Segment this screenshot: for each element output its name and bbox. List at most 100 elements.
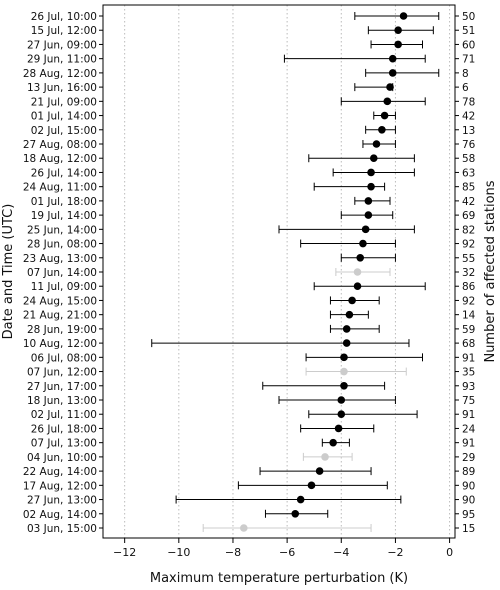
y-tick-label: 02 Aug, 14:00	[23, 509, 97, 521]
data-point	[394, 26, 402, 35]
y-tick-label: 27 Jun, 17:00	[27, 381, 97, 393]
y-tick-label: 26 Jul, 14:00	[31, 167, 97, 179]
station-count-label: 15	[462, 523, 475, 535]
data-point	[340, 381, 348, 390]
station-count-label: 89	[462, 466, 475, 478]
station-count-label: 92	[462, 239, 475, 251]
data-point	[399, 12, 408, 20]
data-point	[315, 467, 324, 475]
data-point	[359, 239, 367, 248]
data-point	[364, 211, 373, 219]
station-count-label: 82	[462, 224, 475, 236]
y-tick-label: 10 Aug, 12:00	[23, 338, 97, 350]
station-count-label: 90	[462, 495, 475, 507]
data-point	[321, 453, 329, 461]
data-point	[383, 97, 392, 106]
y-tick-label: 02 Jul, 15:00	[31, 125, 97, 137]
x-tick-label: −12	[113, 546, 136, 559]
y-tick-label: 21 Aug, 21:00	[23, 310, 97, 322]
station-count-label: 86	[462, 281, 476, 293]
data-point	[329, 438, 337, 447]
data-point	[388, 54, 397, 63]
x-tick-label: −2	[387, 546, 403, 559]
grid	[124, 5, 451, 538]
y-tick-label: 27 Jun, 13:00	[27, 495, 97, 507]
data-point	[380, 111, 389, 120]
x-axis-title: Maximum temperature perturbation (K)	[150, 571, 408, 586]
y-tick-label: 13 Jun, 16:00	[27, 82, 97, 94]
y-tick-label: 07 Jun, 14:00	[27, 267, 97, 279]
data-point	[334, 424, 343, 433]
x-tick-label: −8	[225, 546, 241, 559]
y-tick-label: 06 Jul, 08:00	[31, 352, 97, 364]
x-tick-label: 0	[446, 546, 453, 559]
y-axis-title: Date and Time (UTC)	[1, 204, 16, 340]
data-point	[372, 140, 381, 148]
station-count-label: 75	[462, 395, 475, 407]
y-tick-label: 26 Jul, 18:00	[31, 423, 97, 435]
y2-axis-title: Number of affected stations	[483, 180, 498, 362]
data-point	[348, 296, 356, 305]
y-tick-label: 07 Jul, 13:00	[31, 438, 97, 450]
station-count-label: 55	[462, 253, 475, 265]
station-count-label: 8	[462, 68, 469, 80]
station-count-label: 60	[462, 39, 475, 51]
data-point	[342, 325, 351, 333]
data-point	[353, 268, 362, 276]
station-count-label: 58	[462, 153, 475, 165]
y-tick-label: 24 Aug, 15:00	[23, 295, 97, 307]
station-count-label: 91	[462, 438, 475, 450]
y-tick-label: 23 Aug, 13:00	[23, 253, 97, 265]
y-tick-label: 27 Jun, 09:00	[27, 39, 97, 51]
y-tick-label: 27 Aug, 08:00	[23, 139, 97, 151]
y-tick-label: 01 Jul, 14:00	[31, 111, 97, 123]
data-point	[307, 481, 316, 490]
data-point	[386, 83, 394, 91]
y-tick-label: 07 Jun, 12:00	[27, 367, 97, 379]
y-tick-label: 26 Jul, 10:00	[31, 11, 97, 23]
station-count-label: 6	[462, 82, 469, 94]
data-point	[367, 182, 375, 191]
station-count-label: 85	[462, 182, 475, 194]
station-count-label: 69	[462, 210, 475, 222]
station-count-label: 63	[462, 167, 475, 179]
station-count-label: 13	[462, 125, 475, 137]
y-tick-label: 28 Aug, 12:00	[23, 68, 97, 80]
station-count-label: 59	[462, 324, 475, 336]
station-count-label: 42	[462, 196, 475, 208]
axes: −12 −10 −8 −6 −4 −2 0 26 Jul, 10:00 50 15 Jul, 12…	[23, 4, 476, 559]
station-count-label: 95	[462, 509, 475, 521]
station-count-label: 50	[462, 11, 475, 23]
data-point	[337, 410, 346, 419]
station-count-label: 51	[462, 25, 475, 37]
data-point	[340, 353, 348, 362]
y-tick-label: 17 Aug, 12:00	[23, 480, 97, 492]
data-point	[394, 40, 402, 49]
y-tick-label: 21 Jul, 09:00	[31, 96, 97, 108]
data-point	[337, 396, 346, 404]
data-point	[291, 509, 300, 518]
y-tick-label: 11 Jul, 09:00	[31, 281, 97, 293]
station-count-label: 24	[462, 423, 476, 435]
data-point	[340, 367, 348, 376]
data-point	[378, 125, 386, 134]
y-tick-label: 22 Aug, 14:00	[23, 466, 97, 478]
data-point	[361, 225, 370, 234]
y-tick-label: 02 Jul, 11:00	[31, 409, 97, 421]
data-point	[240, 524, 248, 532]
data-point	[342, 339, 351, 347]
y-tick-label: 28 Jun, 19:00	[27, 324, 97, 336]
y-tick-label: 15 Jul, 12:00	[31, 25, 97, 37]
plot-frame	[102, 4, 456, 539]
y-tick-label: 04 Jun, 10:00	[27, 452, 97, 464]
data-point	[364, 197, 373, 205]
station-count-label: 90	[462, 480, 475, 492]
y-tick-label: 18 Jun, 13:00	[27, 395, 97, 407]
y-tick-label: 25 Jun, 14:00	[27, 224, 97, 236]
station-count-label: 71	[462, 54, 475, 66]
y-tick-label: 18 Aug, 12:00	[23, 153, 97, 165]
station-count-label: 29	[462, 452, 475, 464]
station-count-label: 68	[462, 338, 475, 350]
